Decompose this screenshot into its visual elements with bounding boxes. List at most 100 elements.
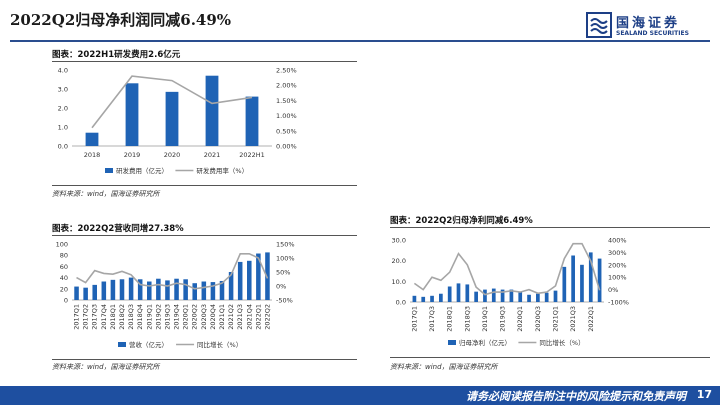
chart1-bottom-rule: [52, 185, 357, 186]
x-tick-label: 2021Q2: [227, 304, 235, 330]
x-tick-label: 2017Q1: [410, 306, 418, 332]
x-tick-label: 2019Q4: [173, 304, 181, 330]
y-right-tick-label: 2.00%: [276, 82, 297, 90]
chart1-bar: [165, 91, 179, 146]
chart1-rd-expense: 0.0 1.0 2.0 3.0 4.0 0.00% 0.50% 1.00% 1.50% 2.00%…: [58, 67, 297, 176]
y-left-tick-label: 20: [60, 285, 68, 293]
chart2-bar: [83, 287, 88, 300]
x-tick-label: 2019Q1: [481, 306, 489, 332]
x-tick-label: 2018Q2: [118, 304, 126, 330]
y-left-tick-label: 60: [60, 263, 68, 271]
y-right-tick-label: 0%: [276, 283, 286, 291]
x-tick-label: 2019: [124, 151, 141, 159]
logo-name-cn: 国海证券: [616, 16, 681, 31]
chart2-bar: [192, 283, 197, 300]
y-right-tick-label: 200%: [608, 261, 627, 269]
y-right-tick-label: 0.50%: [276, 127, 297, 135]
y-left-tick-label: 1.0: [58, 124, 68, 132]
legend-bar-label: 营收（亿元）: [129, 340, 168, 349]
legend-bar-label: 归母净利（亿元）: [459, 338, 511, 347]
disclaimer-notice[interactable]: 请务必阅读报告附注中的风险提示和免责声明: [466, 390, 686, 403]
company-logo: 国海证券 SEALAND SECURITIES: [586, 11, 714, 41]
chart2-bar: [201, 281, 207, 300]
chart3-bar: [456, 283, 461, 302]
chart2-bar: [237, 261, 243, 300]
page-title: 2022Q2归母净利润同减6.49%: [10, 11, 232, 29]
footer-bar: [0, 386, 720, 405]
x-tick-label: 2018Q1: [446, 306, 454, 332]
logo-name-en: SEALAND SECURITIES: [616, 30, 689, 37]
chart2-bar: [174, 278, 179, 300]
x-tick-label: 2018Q3: [127, 304, 135, 330]
chart1-source: 资料来源：wind，国海证券研究所: [52, 190, 160, 198]
x-tick-label: 2018: [84, 151, 101, 159]
x-tick-label: 2020Q3: [200, 304, 208, 330]
chart2-bar: [156, 278, 161, 300]
chart2-bar: [183, 279, 188, 300]
chart3-bar: [562, 266, 567, 302]
chart2-bar: [137, 279, 143, 300]
x-tick-label: 2021: [204, 151, 221, 159]
y-right-tick-label: 2.50%: [276, 67, 297, 75]
chart3-title: 图表：2022Q2归母净利同减6.49%: [390, 216, 533, 226]
x-tick-label: 2021Q3: [236, 304, 244, 330]
x-tick-label: 2017Q2: [82, 304, 90, 330]
chart2-bar: [165, 280, 170, 300]
logo-icon: [586, 12, 612, 38]
x-tick-label: 2020Q1: [182, 304, 190, 330]
y-left-tick-label: 10.0: [392, 278, 406, 286]
x-tick-label: 2020Q1: [516, 306, 524, 332]
chart3-top-rule: [390, 227, 710, 228]
chart3-bar: [588, 252, 593, 302]
legend-bar-swatch: [105, 168, 113, 173]
chart1-title: 图表：2022H1研发费用2.6亿元: [52, 50, 181, 60]
chart2-top-rule: [52, 235, 357, 236]
x-tick-label: 2021Q1: [552, 306, 560, 332]
x-tick-label: 2022Q1: [254, 304, 262, 330]
chart3-growth-line: [413, 242, 601, 296]
chart2-bar: [265, 252, 270, 300]
x-tick-label: 2020: [164, 151, 181, 159]
chart3-bar: [536, 293, 540, 302]
chart2-bar: [219, 280, 225, 300]
chart2-bar: [210, 282, 216, 300]
x-tick-label: 2021Q4: [245, 304, 253, 330]
y-right-tick-label: 1.50%: [276, 97, 297, 105]
chart3-bar: [527, 294, 531, 302]
chart2-bar: [119, 279, 125, 300]
chart1-bar: [245, 96, 259, 146]
chart3-bar: [571, 255, 575, 302]
chart2-source: 资料来源：wind，国海证券研究所: [52, 363, 160, 371]
y-right-tick-label: 150%: [276, 241, 295, 249]
legend-line-label: 研发费用率（%）: [196, 166, 248, 175]
legend-line-label: 同比增长（%）: [197, 340, 242, 349]
y-right-tick-label: -50%: [276, 297, 293, 305]
legend-line-label: 同比增长（%）: [539, 338, 584, 347]
x-tick-label: 2020Q4: [209, 304, 217, 330]
legend-bar-swatch: [118, 342, 126, 347]
y-left-tick-label: 0: [64, 297, 68, 305]
chart2-bar: [128, 277, 134, 300]
chart3-bottom-rule: [390, 357, 710, 358]
x-tick-label: 2017Q3: [91, 304, 99, 330]
chart3-bar: [553, 290, 558, 302]
y-left-tick-label: 40: [60, 274, 68, 282]
header-rule: [10, 40, 710, 42]
x-tick-label: 2019Q3: [163, 304, 171, 330]
chart3-net-profit: 0.0 10.0 20.0 30.0 -100% 0% 100% 200% 300% 400% 20…: [392, 237, 629, 348]
y-left-tick-label: 0.0: [396, 299, 406, 307]
chart3-bar: [430, 295, 434, 302]
y-right-tick-label: 300%: [608, 249, 627, 257]
y-left-tick-label: 0.0: [58, 143, 68, 151]
chart3-bar: [518, 291, 523, 302]
chart2-bar: [74, 286, 79, 300]
x-tick-label: 2018Q3: [463, 306, 471, 332]
x-tick-label: 2022H1: [239, 151, 265, 159]
y-left-tick-label: 100: [56, 241, 68, 249]
chart1-bar: [205, 75, 219, 146]
chart2-bar: [256, 253, 261, 300]
x-tick-label: 2017Q3: [428, 306, 436, 332]
chart2-bar: [92, 284, 97, 300]
chart3-bar: [439, 293, 443, 302]
